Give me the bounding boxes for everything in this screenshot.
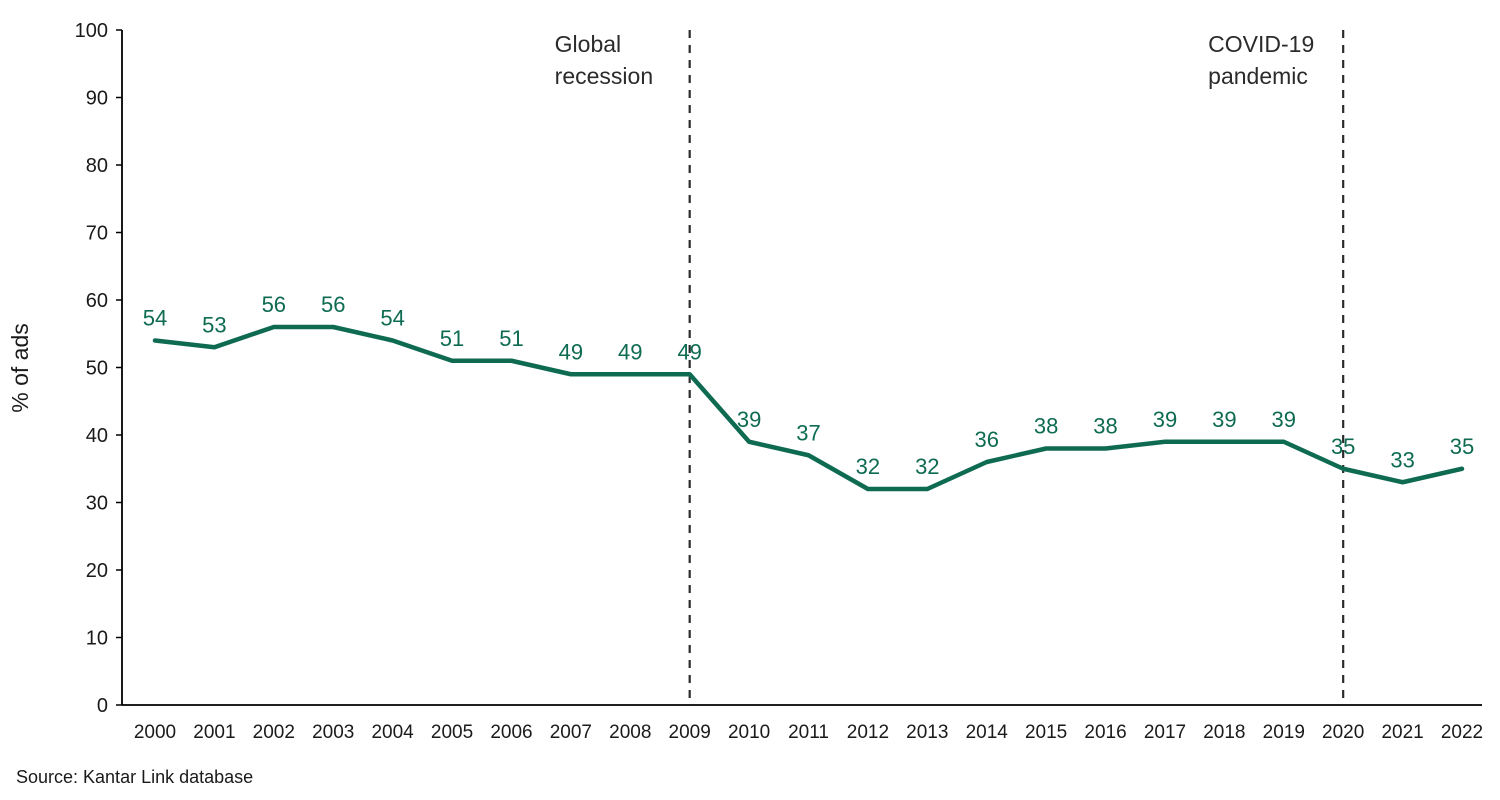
data-point-label: 36	[974, 427, 998, 452]
y-tick-label: 100	[75, 20, 108, 42]
x-tick-label: 2019	[1263, 722, 1305, 743]
x-tick-label: 2002	[253, 722, 295, 743]
y-axis-title: % of ads	[7, 323, 33, 413]
x-tick-label: 2008	[609, 722, 651, 743]
x-tick-label: 2013	[906, 722, 948, 743]
y-tick-label: 0	[97, 695, 108, 717]
x-tick-label: 2022	[1441, 722, 1483, 743]
y-tick-label: 30	[86, 493, 108, 515]
data-point-label: 54	[143, 306, 167, 331]
x-tick-label: 2006	[490, 722, 532, 743]
data-point-label: 49	[677, 339, 701, 364]
annotation-label: pandemic	[1208, 63, 1308, 89]
x-tick-label: 2010	[728, 722, 770, 743]
annotation-label: Global	[555, 31, 621, 57]
x-tick-label: 2020	[1322, 722, 1364, 743]
y-tick-label: 70	[86, 223, 108, 245]
x-tick-label: 2003	[312, 722, 354, 743]
data-point-label: 32	[915, 454, 939, 479]
y-tick-label: 10	[86, 628, 108, 650]
data-point-label: 35	[1331, 434, 1355, 459]
annotation-label: recession	[555, 63, 653, 89]
data-point-label: 39	[737, 407, 761, 432]
data-point-label: 39	[1212, 407, 1236, 432]
x-tick-label: 2004	[371, 722, 414, 743]
data-point-label: 32	[856, 454, 880, 479]
x-tick-label: 2021	[1381, 722, 1423, 743]
data-point-label: 54	[380, 306, 404, 331]
x-tick-label: 2015	[1025, 722, 1067, 743]
x-tick-label: 2011	[788, 722, 829, 743]
x-tick-label: 2012	[847, 722, 889, 743]
y-tick-label: 80	[86, 155, 108, 177]
data-point-label: 51	[440, 326, 464, 351]
x-tick-label: 2000	[134, 722, 176, 743]
data-point-label: 56	[321, 292, 345, 317]
x-tick-label: 2005	[431, 722, 473, 743]
data-point-label: 33	[1390, 447, 1414, 472]
data-point-label: 38	[1093, 414, 1117, 439]
x-tick-label: 2009	[669, 722, 711, 743]
data-point-label: 38	[1034, 414, 1058, 439]
data-point-label: 39	[1153, 407, 1177, 432]
data-point-label: 35	[1450, 434, 1474, 459]
y-tick-label: 20	[86, 560, 108, 582]
x-tick-label: 2016	[1084, 722, 1126, 743]
y-tick-label: 60	[86, 290, 108, 312]
data-line	[152, 324, 1465, 492]
data-point-label: 39	[1272, 407, 1296, 432]
y-tick-label: 40	[86, 425, 108, 447]
data-point-label: 51	[499, 326, 523, 351]
x-tick-label: 2018	[1203, 722, 1245, 743]
x-tick-label: 2017	[1144, 722, 1186, 743]
x-tick-label: 2001	[193, 722, 235, 743]
data-point-label: 53	[202, 312, 226, 337]
data-point-label: 56	[262, 292, 286, 317]
x-tick-label: 2007	[550, 722, 592, 743]
data-point-label: 49	[618, 339, 642, 364]
y-tick-label: 90	[86, 88, 108, 110]
data-point-label: 37	[796, 420, 820, 445]
y-tick-label: 50	[86, 358, 108, 380]
x-tick-label: 2014	[966, 722, 1009, 743]
annotation-label: COVID-19	[1208, 31, 1314, 57]
source-note: Source: Kantar Link database	[16, 767, 254, 787]
data-point-label: 49	[559, 339, 583, 364]
